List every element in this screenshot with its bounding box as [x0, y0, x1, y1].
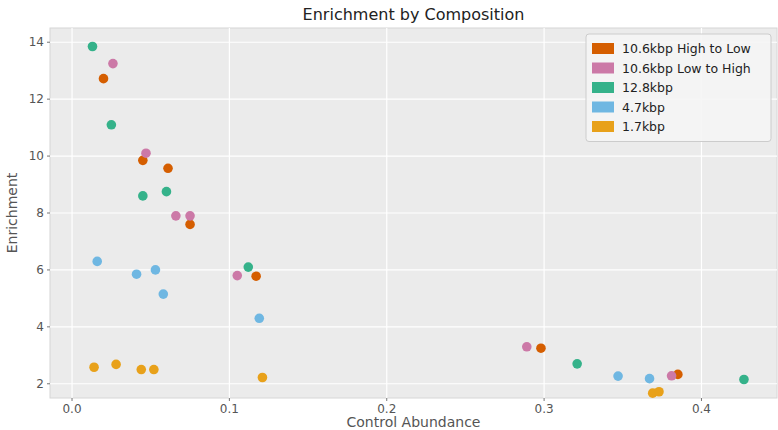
y-tick-label: 10 [29, 149, 44, 163]
y-tick-label: 4 [36, 320, 44, 334]
point [667, 371, 677, 381]
y-tick [47, 99, 50, 100]
point [171, 211, 181, 221]
point [536, 343, 546, 353]
legend-swatch [592, 121, 614, 132]
legend-label: 1.7kbp [622, 119, 665, 134]
y-tick-label: 14 [29, 35, 44, 49]
y-tick-label: 2 [36, 377, 44, 391]
point [572, 359, 582, 369]
y-tick [47, 383, 50, 384]
y-grid-line [50, 212, 777, 213]
point [243, 262, 253, 272]
point [99, 74, 109, 84]
plot-area [50, 28, 777, 398]
x-axis-label: Control Abundance [347, 414, 481, 430]
legend-label: 10.6kbp Low to High [622, 61, 751, 76]
x-tick [544, 398, 545, 401]
point [89, 362, 99, 372]
y-tick [47, 42, 50, 43]
point [251, 271, 261, 281]
point [136, 365, 146, 375]
y-tick-label: 6 [36, 263, 44, 277]
point [92, 257, 102, 267]
legend-swatch [592, 102, 614, 113]
point [654, 387, 664, 397]
y-tick [47, 213, 50, 214]
point [162, 187, 172, 197]
chart: 0.00.10.20.30.42468101214Enrichment by C… [0, 0, 778, 430]
point [739, 375, 749, 385]
point [522, 342, 532, 352]
x-tick-label: 0.1 [220, 402, 239, 416]
point [111, 360, 121, 370]
y-tick [47, 269, 50, 270]
title: Enrichment by Composition [303, 5, 525, 24]
point [141, 148, 151, 158]
x-tick-label: 0.3 [535, 402, 554, 416]
point [254, 314, 264, 324]
legend-box [586, 34, 771, 142]
point [158, 289, 168, 299]
point [232, 271, 242, 281]
point [185, 211, 195, 221]
y-grid-line [50, 155, 777, 156]
point [645, 374, 655, 384]
y-grid-line [50, 326, 777, 327]
legend-label: 10.6kbp High to Low [622, 41, 751, 56]
legend-swatch [592, 63, 614, 74]
point [151, 265, 161, 275]
x-tick [701, 398, 702, 401]
point [108, 59, 118, 69]
point [107, 120, 117, 130]
legend-swatch [592, 43, 614, 54]
y-axis-label: Enrichment [4, 172, 20, 253]
x-tick-label: 0.4 [692, 402, 711, 416]
point [149, 365, 159, 375]
x-tick [386, 398, 387, 401]
point [613, 371, 623, 381]
x-tick [229, 398, 230, 401]
legend-label: 4.7kbp [622, 100, 665, 115]
point [258, 373, 268, 383]
legend-label: 12.8kbp [622, 80, 673, 95]
y-tick [47, 156, 50, 157]
x-tick [72, 398, 73, 401]
y-tick-label: 12 [29, 92, 44, 106]
point [88, 42, 98, 52]
point [163, 164, 173, 174]
point [132, 269, 142, 279]
point [185, 220, 195, 230]
y-tick [47, 326, 50, 327]
legend-swatch [592, 82, 614, 93]
y-grid-line [50, 383, 777, 384]
y-tick-label: 8 [36, 206, 44, 220]
legend: 10.6kbp High to Low 10.6kbp Low to High 12… [586, 34, 771, 142]
point [138, 191, 148, 201]
x-tick-label: 0.0 [62, 402, 81, 416]
